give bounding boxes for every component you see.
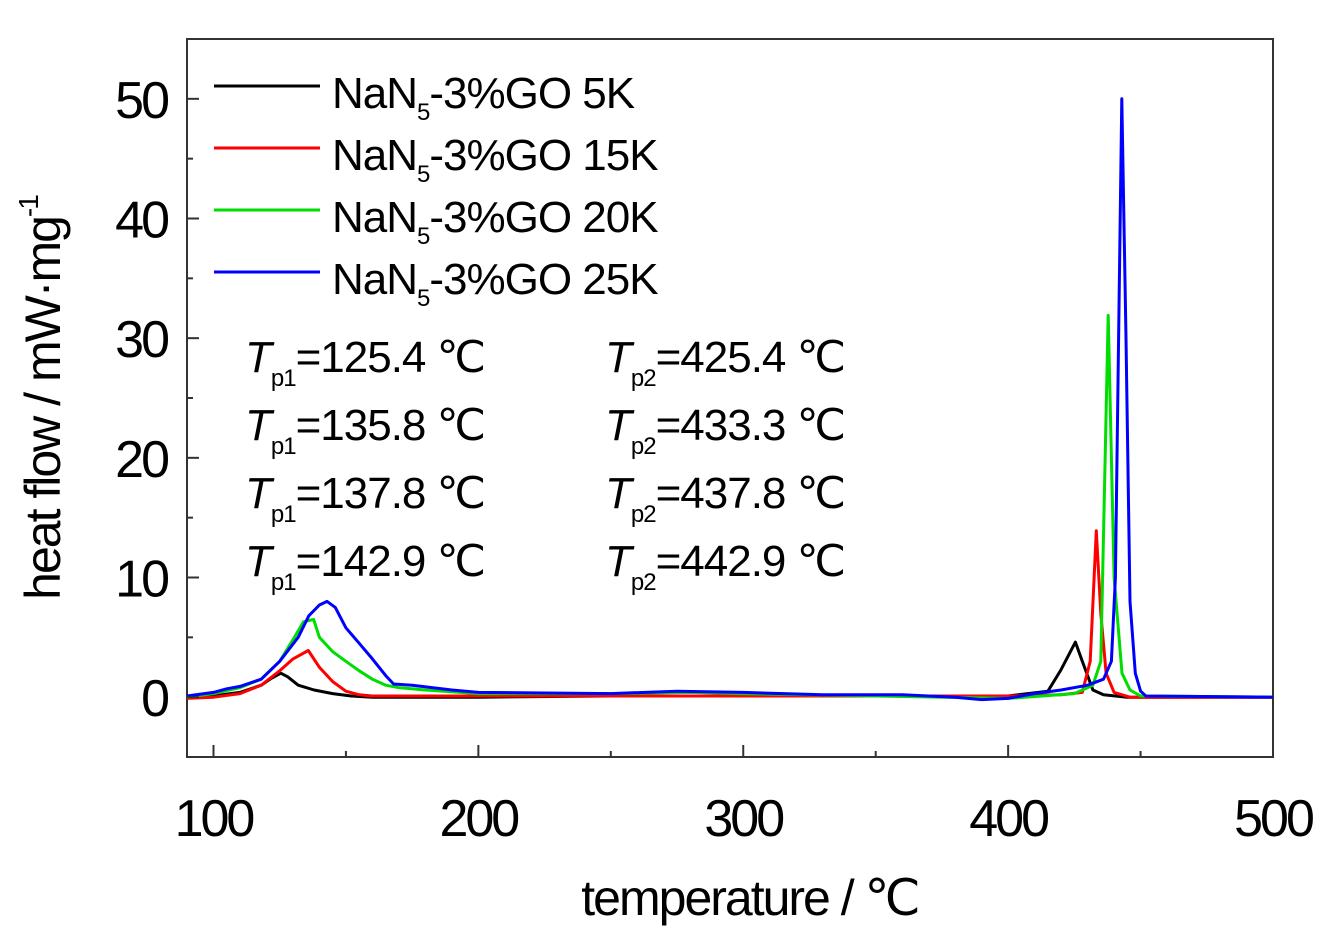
y-axis-title-sup: -1 — [13, 195, 44, 217]
annotation-p2-3: Tp2=437.8 ℃ — [605, 469, 845, 528]
peak-temperature-annotations: Tp1=125.4 ℃ Tp2=425.4 ℃ Tp1=135.8 ℃ Tp2=433… — [236, 312, 944, 596]
annotation-p2-1: Tp2=425.4 ℃ — [605, 333, 845, 392]
series-line-1 — [186, 640, 1273, 699]
y-tick-label: 0 — [141, 670, 168, 728]
y-axis-title-main: heat flow / mW·mg — [15, 217, 71, 600]
annotation-p1-2: Tp1=135.8 ℃ — [245, 401, 485, 460]
y-tick-label: 40 — [115, 192, 168, 250]
x-tick-label: 200 — [439, 790, 518, 848]
annotation-p1-4: Tp1=142.9 ℃ — [245, 537, 485, 596]
x-tick-label: 300 — [704, 790, 783, 848]
series-line-2 — [186, 529, 1273, 700]
x-tick-label: 400 — [969, 790, 1048, 848]
y-tick-label: 30 — [115, 311, 168, 369]
legend-label-3: NaN5-3%GO 20K — [332, 193, 658, 250]
annotation-p2-2: Tp2=433.3 ℃ — [605, 401, 845, 460]
legend-label-1: NaN5-3%GO 5K — [332, 69, 635, 126]
series-line-4 — [186, 97, 1274, 702]
y-axis-title: heat flow / mW·mg-1 — [13, 195, 71, 600]
legend-background — [200, 54, 778, 320]
annotation-p2-4: Tp2=442.9 ℃ — [605, 537, 845, 596]
y-tick-label: 50 — [115, 72, 168, 130]
legend-label-2: NaN5-3%GO 15K — [332, 131, 658, 188]
y-tick-label: 10 — [115, 551, 168, 609]
x-tick-label: 500 — [1234, 790, 1313, 848]
series-line-3 — [186, 313, 1274, 700]
series-layer — [186, 97, 1274, 702]
x-tick-label: 100 — [175, 790, 254, 848]
y-tick-label: 20 — [115, 431, 168, 489]
annotation-p1-1: Tp1=125.4 ℃ — [245, 333, 485, 392]
legend-label-4: NaN5-3%GO 25K — [332, 255, 658, 312]
x-axis-title: temperature / ℃ — [581, 870, 918, 926]
tick-layer: 100 200 300 400 500 0 10 20 30 40 50 — [115, 38, 1316, 848]
annotation-p1-3: Tp1=137.8 ℃ — [245, 469, 485, 528]
annotation-background — [236, 312, 944, 596]
